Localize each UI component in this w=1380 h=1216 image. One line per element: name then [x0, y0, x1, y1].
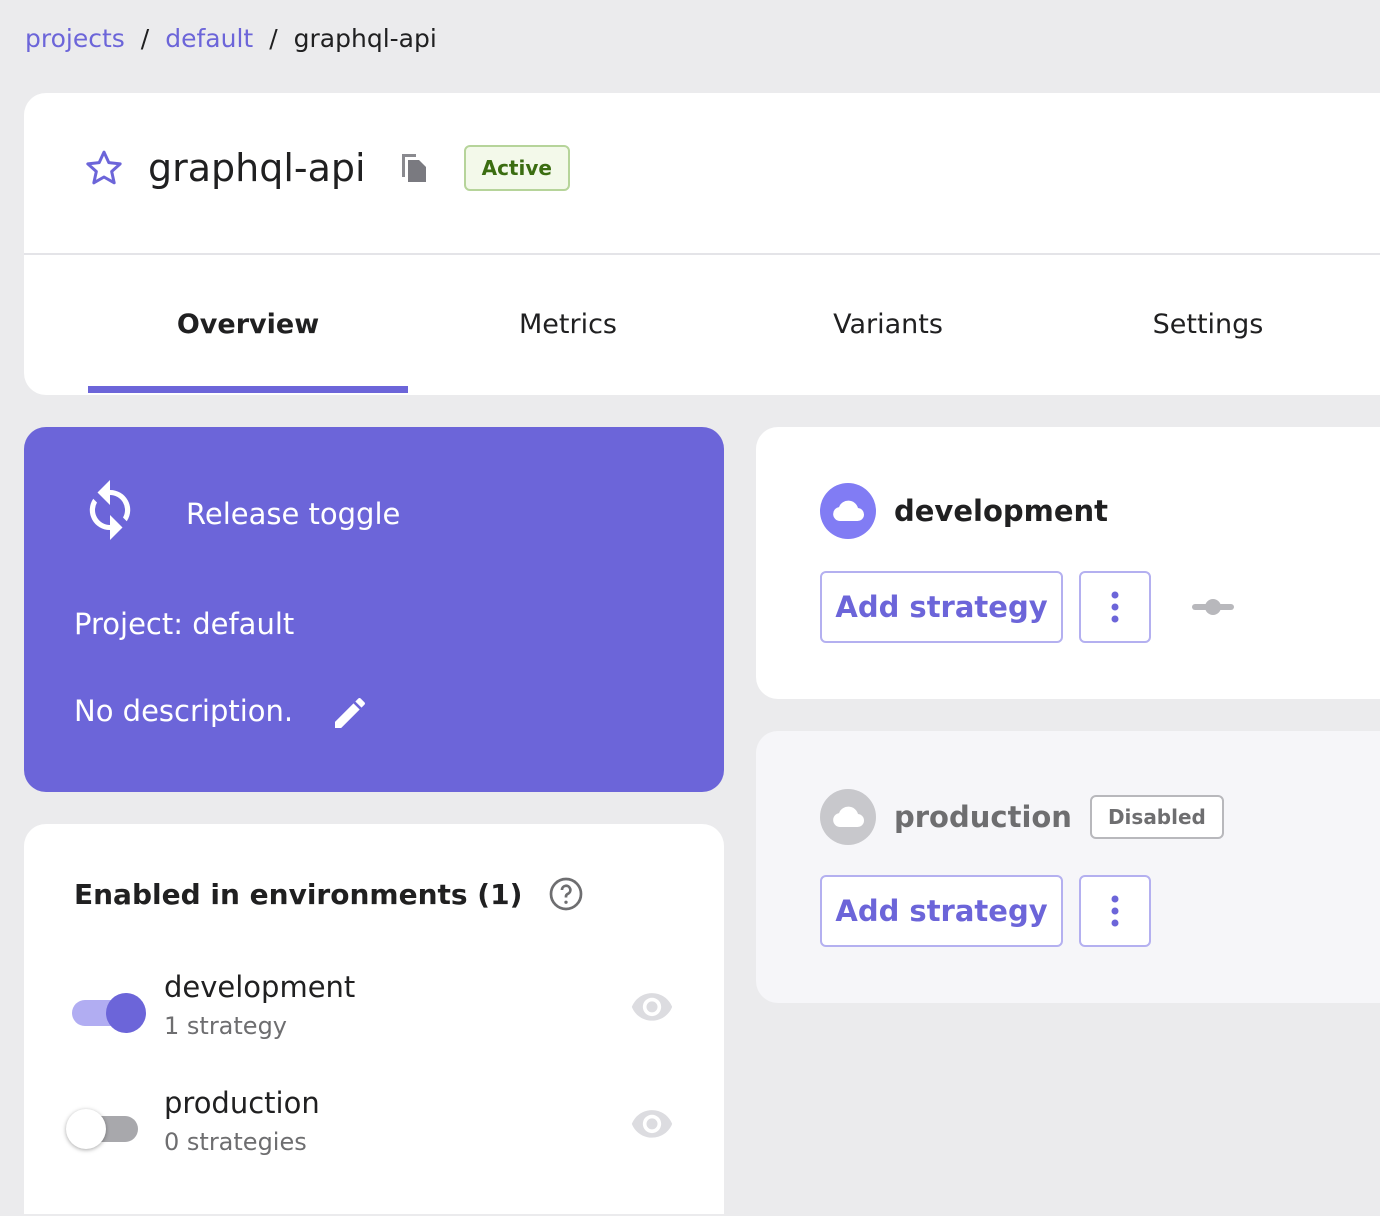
breadcrumb: projects / default / graphql-api: [25, 24, 437, 53]
cloud-icon: [820, 789, 876, 845]
add-strategy-button[interactable]: Add strategy: [820, 571, 1063, 643]
more-vertical-icon: [1111, 591, 1119, 623]
tab-bar: Overview Metrics Variants Settings: [88, 255, 1368, 393]
copy-icon[interactable]: [400, 152, 428, 184]
environment-row: development 1 strategy: [64, 970, 355, 1040]
page-title: graphql-api: [148, 146, 366, 190]
env-card-production: production Disabled Add strategy: [756, 731, 1380, 1003]
feature-info-card: Release toggle Project: default No descr…: [24, 427, 724, 792]
env-name: production: [164, 1086, 320, 1120]
breadcrumb-separator: /: [269, 24, 278, 53]
env-strategy-count: 0 strategies: [164, 1128, 307, 1156]
commit-line-icon: [1192, 599, 1234, 615]
more-vertical-icon: [1111, 895, 1119, 927]
eye-icon[interactable]: [630, 1107, 674, 1139]
description: No description.: [74, 694, 294, 728]
help-icon[interactable]: [548, 876, 584, 912]
environment-row: production 0 strategies: [64, 1086, 320, 1156]
status-badge: Active: [463, 145, 570, 191]
add-strategy-button[interactable]: Add strategy: [820, 875, 1063, 947]
disabled-badge: Disabled: [1089, 795, 1224, 839]
env-strategy-count: 1 strategy: [164, 1012, 287, 1040]
more-options-button[interactable]: [1079, 571, 1151, 643]
breadcrumb-separator: /: [140, 24, 150, 53]
project-label: Project: default: [74, 607, 295, 641]
eye-icon[interactable]: [630, 990, 674, 1022]
breadcrumb-projects[interactable]: projects: [25, 24, 125, 53]
env-card-title: development: [894, 494, 1109, 528]
tab-variants[interactable]: Variants: [833, 308, 943, 340]
feature-header: graphql-api Active Overview Metrics Vari…: [24, 93, 1380, 395]
env-card-development: development Add strategy: [756, 427, 1380, 699]
breadcrumb-default[interactable]: default: [165, 24, 254, 53]
tab-settings[interactable]: Settings: [1152, 308, 1264, 340]
more-options-button[interactable]: [1079, 875, 1151, 947]
panel-title: Enabled in environments (1): [74, 877, 523, 911]
production-toggle[interactable]: [64, 1106, 140, 1149]
enabled-environments-panel: Enabled in environments (1) development 1…: [24, 824, 724, 1214]
divider: [24, 253, 1380, 255]
tab-overview[interactable]: Overview: [88, 255, 408, 393]
edit-icon[interactable]: [330, 693, 370, 733]
breadcrumb-current: graphql-api: [293, 24, 437, 53]
env-card-title: production: [894, 800, 1072, 834]
development-toggle[interactable]: [64, 990, 146, 1033]
tab-metrics[interactable]: Metrics: [518, 308, 617, 340]
env-name: development: [164, 970, 356, 1004]
star-icon[interactable]: [84, 148, 124, 188]
refresh-icon: [89, 480, 131, 540]
toggle-type: Release toggle: [186, 497, 401, 531]
cloud-icon: [820, 483, 876, 539]
